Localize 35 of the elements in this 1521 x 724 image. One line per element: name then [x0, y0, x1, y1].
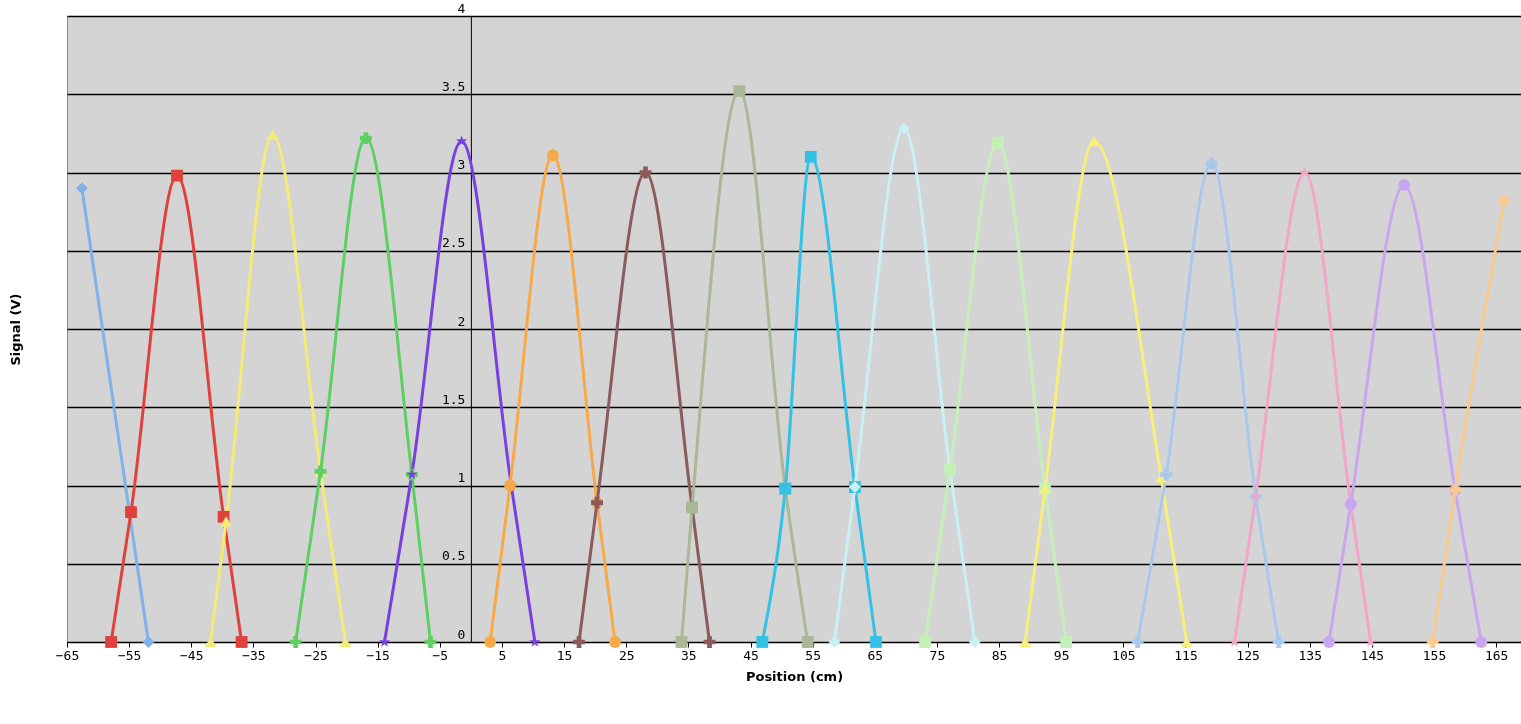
y-tick-label: 0.5 [441, 548, 466, 564]
x-tick-label: 45 [743, 647, 759, 663]
x-tick-label: 95 [1053, 647, 1070, 663]
x-tick-label: −45 [180, 647, 204, 663]
y-tick-label: 1 [457, 470, 466, 485]
x-tick-label: 115 [1174, 647, 1198, 663]
y-tick-label: 1.5 [441, 391, 466, 407]
x-tick-label: 85 [991, 647, 1008, 663]
x-tick-label: 5 [498, 647, 507, 663]
x-tick-label: −35 [242, 647, 266, 663]
x-axis-title: Position (cm) [745, 668, 844, 684]
y-axis-title: Signal (V) [7, 293, 23, 366]
x-tick-label: −25 [304, 647, 328, 663]
y-tick-label: 4 [457, 0, 466, 16]
y-tick-label: 2.5 [441, 235, 466, 251]
x-tick-label: 145 [1360, 647, 1385, 663]
x-tick-label: 75 [929, 647, 946, 663]
x-tick-label: 125 [1236, 647, 1260, 663]
x-tick-label: −65 [55, 647, 80, 663]
x-tick-label: 55 [805, 647, 821, 663]
x-tick-label: 25 [618, 647, 635, 663]
x-tick-label: 65 [867, 647, 884, 663]
x-tick-label: 15 [556, 647, 573, 663]
y-tick-label: 3.5 [441, 78, 466, 94]
x-tick-label: 155 [1422, 647, 1447, 663]
y-tick-label: 3 [457, 157, 466, 172]
x-tick-label: 35 [681, 647, 697, 663]
x-tick-label: 165 [1484, 647, 1509, 663]
x-tick-label: −55 [117, 647, 142, 663]
x-tick-label: −5 [432, 647, 449, 663]
x-tick-label: 135 [1298, 647, 1322, 663]
x-tick-label: 105 [1112, 647, 1136, 663]
x-tick-label: −15 [366, 647, 390, 663]
y-tick-label: 2 [457, 313, 466, 329]
y-tick-label: 0 [457, 626, 466, 642]
